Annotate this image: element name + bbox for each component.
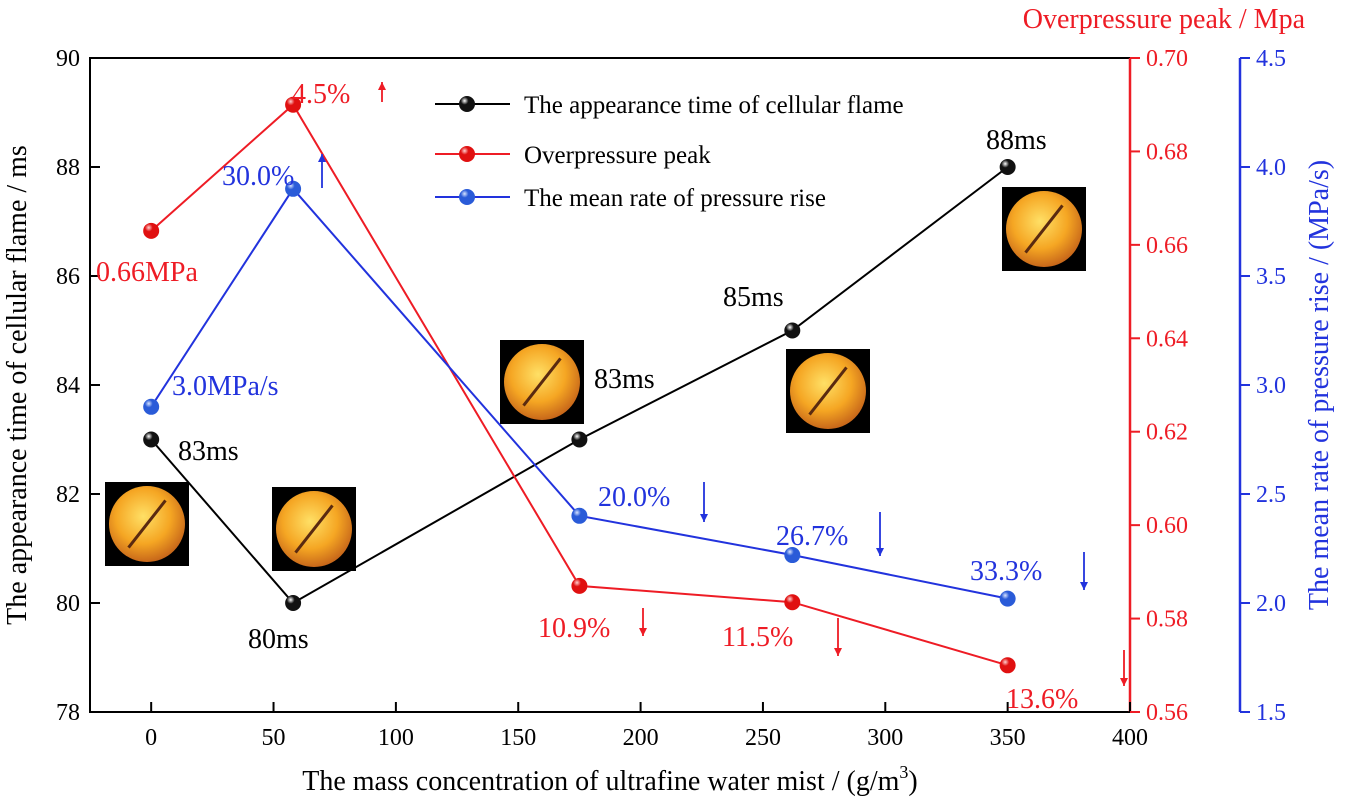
trend-arrow-head	[639, 628, 647, 636]
trend-arrow-head	[700, 514, 708, 522]
y-red-axis-title: Overpressure peak / Mpa	[1023, 4, 1306, 35]
y-blue-tick-label: 3.0	[1256, 373, 1286, 399]
data-label: 83ms	[178, 436, 239, 467]
x-tick-label: 100	[378, 725, 414, 751]
flame-crack	[522, 357, 562, 407]
y-blue-tick-label: 4.0	[1256, 155, 1286, 181]
y-red-tick-label: 0.66	[1146, 233, 1188, 259]
data-point	[784, 594, 801, 611]
y-red-tick-label: 0.70	[1146, 46, 1188, 72]
y-left-tick-label: 86	[56, 264, 80, 290]
data-label: 26.7%	[776, 521, 848, 552]
x-tick-label: 400	[1112, 725, 1148, 751]
data-label: 13.6%	[1006, 684, 1078, 715]
trend-arrow-head	[318, 154, 326, 162]
data-label: 30.0%	[222, 161, 294, 192]
data-label: 88ms	[986, 125, 1047, 156]
data-point	[571, 507, 588, 524]
data-point	[285, 595, 302, 611]
x-tick-label: 350	[990, 725, 1026, 751]
data-point	[999, 159, 1016, 175]
x-tick-label: 300	[867, 725, 903, 751]
data-point	[784, 547, 801, 564]
y-blue-tick-label: 4.5	[1256, 46, 1286, 72]
y-blue-axis-title: The mean rate of pressure rise / (MPa/s)	[1304, 160, 1335, 610]
legend-label: The appearance time of cellular flame	[524, 92, 904, 119]
legend-label: The mean rate of pressure rise	[524, 185, 826, 212]
y-left-tick-label: 78	[56, 700, 80, 726]
y-blue-tick-label: 1.5	[1256, 700, 1286, 726]
data-label: 3.0MPa/s	[172, 371, 279, 402]
data-point	[999, 657, 1016, 674]
y-blue-tick-label: 2.0	[1256, 591, 1286, 617]
x-tick-label: 150	[500, 725, 536, 751]
y-left-tick-label: 80	[56, 591, 80, 617]
data-label: 10.9%	[538, 613, 610, 644]
y-left-tick-label: 84	[56, 373, 80, 399]
y-red-tick-label: 0.62	[1146, 420, 1188, 446]
data-point	[143, 398, 160, 415]
data-label: 80ms	[248, 624, 309, 655]
legend-marker	[459, 189, 475, 205]
y-red-tick-label: 0.60	[1146, 513, 1188, 539]
trend-arrow-head	[378, 82, 386, 90]
data-point	[999, 590, 1016, 607]
data-point	[143, 222, 160, 239]
data-label: 33.3%	[970, 556, 1042, 587]
y-blue-tick-label: 2.5	[1256, 482, 1286, 508]
y-left-tick-label: 88	[56, 155, 80, 181]
y-red-tick-label: 0.68	[1146, 139, 1188, 165]
data-point	[571, 577, 588, 594]
y-left-tick-label: 82	[56, 482, 80, 508]
x-tick-label: 250	[745, 725, 781, 751]
flame-crack	[127, 499, 167, 549]
trend-arrow-head	[834, 648, 842, 656]
data-label: 4.5%	[292, 79, 350, 110]
trend-arrow-head	[876, 548, 884, 556]
trend-arrow-head	[1120, 678, 1128, 686]
x-axis-title: The mass concentration of ultrafine wate…	[302, 762, 917, 797]
data-label: 83ms	[594, 364, 655, 395]
data-point	[285, 96, 302, 113]
data-label: 20.0%	[598, 482, 670, 513]
flame-crack	[294, 504, 334, 554]
trend-arrow-head	[1080, 582, 1088, 590]
legend-marker	[459, 146, 475, 162]
data-point	[285, 180, 302, 197]
x-tick-label: 0	[145, 725, 157, 751]
x-tick-label: 200	[623, 725, 659, 751]
y-left-axis-title: The appearance time of cellular flame / …	[2, 145, 33, 625]
data-label: 0.66MPa	[96, 257, 198, 288]
y-red-tick-label: 0.58	[1146, 607, 1188, 633]
data-label: 11.5%	[722, 622, 793, 653]
legend-label: Overpressure peak	[524, 142, 711, 169]
flame-crack	[808, 366, 848, 416]
data-point	[784, 322, 801, 339]
data-label: 85ms	[723, 282, 784, 313]
flame-crack	[1024, 204, 1064, 254]
data-point	[571, 431, 588, 448]
data-point	[143, 431, 160, 448]
y-red-tick-label: 0.56	[1146, 700, 1188, 726]
y-red-tick-label: 0.64	[1146, 326, 1188, 352]
legend-marker	[459, 96, 475, 112]
y-left-tick-label: 90	[56, 46, 80, 72]
x-tick-label: 50	[262, 725, 286, 751]
y-blue-tick-label: 3.5	[1256, 264, 1286, 290]
